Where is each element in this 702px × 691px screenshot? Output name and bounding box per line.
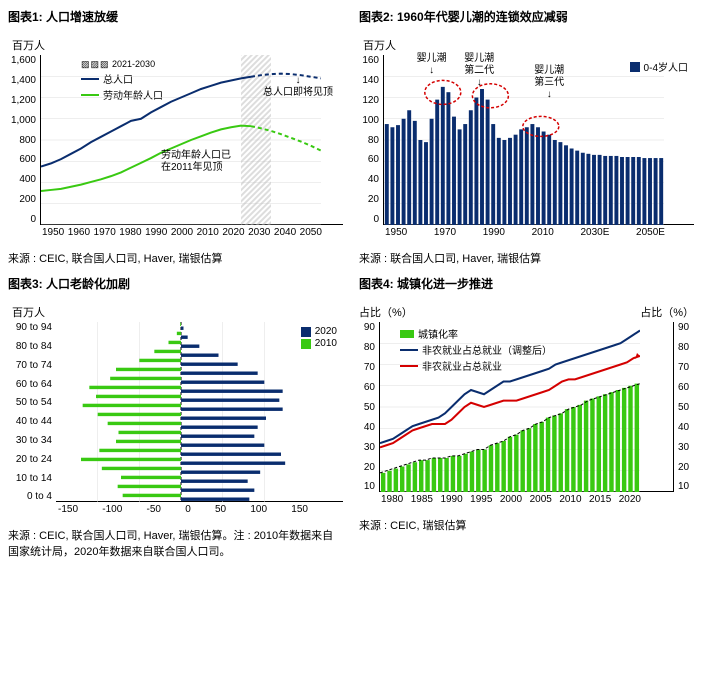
chart2-ylabel: 百万人 — [363, 37, 694, 53]
chart2-yaxis: 160140120100806040200 — [359, 55, 383, 225]
chart4-plot: 城镇化率 非农就业占总就业（调整后） 非农就业占总就业 — [379, 322, 674, 492]
chart2: 图表2: 1960年代婴儿潮的连锁效应减弱 百万人 16014012010080… — [359, 8, 694, 267]
chart1-yaxis: 1,6001,4001,2001,0008006004002000 — [8, 55, 40, 225]
chart3-legend: 2020 2010 — [301, 326, 337, 350]
chart3-ylabel: 百万人 — [12, 304, 343, 320]
chart1: 图表1: 人口增速放缓 百万人 1,6001,4001,2001,0008006… — [8, 8, 343, 267]
chart1-title: 图表1: 人口增速放缓 — [8, 8, 343, 25]
chart1-source: 来源 : CEIC, 联合国人口司, Haver, 瑞银估算 — [8, 252, 343, 267]
chart4: 图表4: 城镇化进一步推进 占比（%） 占比（%） 90807060504030… — [359, 275, 694, 560]
chart3-plot: 2020 2010 — [56, 322, 343, 502]
chart2-xaxis: 19501970199020102030E2050E — [385, 227, 665, 238]
chart3-title: 图表3: 人口老龄化加剧 — [8, 275, 343, 292]
chart4-title: 图表4: 城镇化进一步推进 — [359, 275, 694, 292]
chart1-ylabel: 百万人 — [12, 37, 343, 53]
chart3-xaxis: -150-100-50050100150 — [58, 504, 308, 515]
chart3-source: 来源 : CEIC, 联合国人口司, Haver, 瑞银估算。注 : 2010年… — [8, 529, 343, 560]
chart1-xaxis: 1950196019701980199020002010202020302040… — [42, 227, 322, 238]
chart2-source: 来源 : 联合国人口司, Haver, 瑞银估算 — [359, 252, 694, 267]
chart1-plot: ▨▨▨ 2021-2030 总人口 劳动年龄人口 ↓总人口即将见顶劳动年龄人口已… — [40, 55, 343, 225]
chart4-ylabel-r: 占比（%） — [640, 304, 694, 320]
chart2-title: 图表2: 1960年代婴儿潮的连锁效应减弱 — [359, 8, 694, 25]
chart3: 图表3: 人口老龄化加剧 百万人 90 to 9480 to 8470 to 7… — [8, 275, 343, 560]
chart4-yaxis: 908070605040302010 — [359, 322, 379, 492]
chart2-plot: 0-4岁人口 婴儿潮↓婴儿潮第二代↓婴儿潮第三代↓ — [383, 55, 694, 225]
chart4-source: 来源 : CEIC, 瑞银估算 — [359, 519, 694, 534]
chart4-ylabel-l: 占比（%） — [359, 304, 413, 320]
chart3-yaxis: 90 to 9480 to 8470 to 7460 to 6450 to 54… — [8, 322, 56, 502]
chart4-xaxis: 198019851990199520002005201020152020 — [381, 494, 641, 505]
chart4-yaxis-r: 908070605040302010 — [674, 322, 694, 492]
